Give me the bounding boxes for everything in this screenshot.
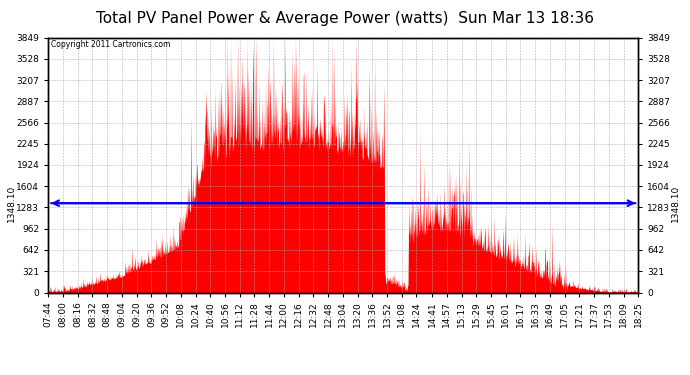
Text: 1348.10: 1348.10 [671, 184, 680, 222]
Text: Total PV Panel Power & Average Power (watts)  Sun Mar 13 18:36: Total PV Panel Power & Average Power (wa… [96, 11, 594, 26]
Text: 1348.10: 1348.10 [7, 184, 16, 222]
Text: Copyright 2011 Cartronics.com: Copyright 2011 Cartronics.com [51, 40, 170, 49]
